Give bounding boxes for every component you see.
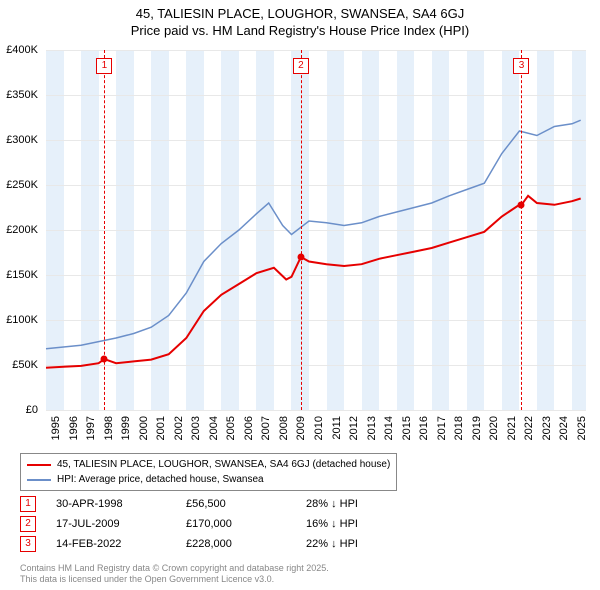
y-axis-tick: £100K bbox=[0, 314, 38, 326]
sale-marker-dot bbox=[297, 254, 304, 261]
x-axis-tick: 2004 bbox=[208, 416, 220, 440]
legend-row: HPI: Average price, detached house, Swan… bbox=[27, 472, 390, 487]
sale-marker-box: 2 bbox=[293, 58, 309, 74]
legend: 45, TALIESIN PLACE, LOUGHOR, SWANSEA, SA… bbox=[20, 453, 397, 491]
legend-swatch bbox=[27, 464, 51, 466]
x-axis-tick: 2011 bbox=[331, 416, 343, 440]
x-axis-tick: 2007 bbox=[260, 416, 272, 440]
x-axis-tick: 1996 bbox=[68, 416, 80, 440]
sale-marker-box: 1 bbox=[96, 58, 112, 74]
legend-swatch bbox=[27, 479, 51, 481]
plot-area: 123 £0£50K£100K£150K£200K£250K£300K£350K… bbox=[46, 50, 586, 410]
attribution-line-1: Contains HM Land Registry data © Crown c… bbox=[20, 563, 329, 575]
y-axis-tick: £300K bbox=[0, 134, 38, 146]
sales-table: 1 30-APR-1998 £56,500 28% ↓ HPI 2 17-JUL-2009… bbox=[20, 494, 406, 554]
x-axis-tick: 2015 bbox=[401, 416, 413, 440]
x-axis-tick: 2024 bbox=[558, 416, 570, 440]
y-axis-tick: £350K bbox=[0, 89, 38, 101]
y-axis-tick: £150K bbox=[0, 269, 38, 281]
x-axis-tick: 2000 bbox=[138, 416, 150, 440]
x-axis-tick: 2021 bbox=[506, 416, 518, 440]
x-axis-tick: 2012 bbox=[348, 416, 360, 440]
x-axis-tick: 2017 bbox=[436, 416, 448, 440]
x-axis-tick: 2003 bbox=[190, 416, 202, 440]
legend-row: 45, TALIESIN PLACE, LOUGHOR, SWANSEA, SA… bbox=[27, 457, 390, 472]
sales-price: £228,000 bbox=[186, 538, 286, 550]
sale-marker-dot bbox=[101, 356, 108, 363]
sale-marker-box: 3 bbox=[513, 58, 529, 74]
x-axis-tick: 2014 bbox=[383, 416, 395, 440]
sales-diff: 16% ↓ HPI bbox=[306, 518, 406, 530]
sales-price: £170,000 bbox=[186, 518, 286, 530]
sales-date: 30-APR-1998 bbox=[56, 498, 166, 510]
x-axis-tick: 2018 bbox=[453, 416, 465, 440]
x-axis-tick: 2013 bbox=[366, 416, 378, 440]
x-axis-tick: 2006 bbox=[243, 416, 255, 440]
x-axis-tick: 1999 bbox=[120, 416, 132, 440]
x-axis-tick: 2005 bbox=[225, 416, 237, 440]
x-axis-tick: 2008 bbox=[278, 416, 290, 440]
sales-marker: 3 bbox=[20, 536, 36, 552]
attribution: Contains HM Land Registry data © Crown c… bbox=[20, 563, 329, 586]
title-line-1: 45, TALIESIN PLACE, LOUGHOR, SWANSEA, SA… bbox=[0, 6, 600, 23]
x-axis-tick: 1998 bbox=[103, 416, 115, 440]
legend-label: 45, TALIESIN PLACE, LOUGHOR, SWANSEA, SA… bbox=[57, 457, 390, 472]
sales-marker: 2 bbox=[20, 516, 36, 532]
series-hpi bbox=[46, 120, 581, 349]
line-series bbox=[46, 50, 586, 410]
sales-date: 17-JUL-2009 bbox=[56, 518, 166, 530]
x-axis-tick: 2025 bbox=[576, 416, 588, 440]
x-axis-tick: 1997 bbox=[85, 416, 97, 440]
x-axis-tick: 2001 bbox=[155, 416, 167, 440]
title-line-2: Price paid vs. HM Land Registry's House … bbox=[0, 23, 600, 40]
x-axis-tick: 2023 bbox=[541, 416, 553, 440]
sales-diff: 28% ↓ HPI bbox=[306, 498, 406, 510]
x-axis-tick: 1995 bbox=[50, 416, 62, 440]
y-axis-tick: £0 bbox=[0, 404, 38, 416]
x-axis-tick: 2016 bbox=[418, 416, 430, 440]
legend-label: HPI: Average price, detached house, Swan… bbox=[57, 472, 264, 487]
x-axis-tick: 2020 bbox=[488, 416, 500, 440]
sales-marker: 1 bbox=[20, 496, 36, 512]
x-axis-tick: 2002 bbox=[173, 416, 185, 440]
x-axis-tick: 2022 bbox=[523, 416, 535, 440]
sales-price: £56,500 bbox=[186, 498, 286, 510]
x-axis-tick: 2009 bbox=[295, 416, 307, 440]
sales-row: 3 14-FEB-2022 £228,000 22% ↓ HPI bbox=[20, 534, 406, 554]
sales-diff: 22% ↓ HPI bbox=[306, 538, 406, 550]
attribution-line-2: This data is licensed under the Open Gov… bbox=[20, 574, 329, 586]
x-axis-tick: 2010 bbox=[313, 416, 325, 440]
sale-marker-line bbox=[301, 50, 302, 410]
chart-container: 45, TALIESIN PLACE, LOUGHOR, SWANSEA, SA… bbox=[0, 0, 600, 590]
y-axis-tick: £200K bbox=[0, 224, 38, 236]
sale-marker-dot bbox=[518, 201, 525, 208]
y-axis-tick: £50K bbox=[0, 359, 38, 371]
sales-date: 14-FEB-2022 bbox=[56, 538, 166, 550]
chart-title: 45, TALIESIN PLACE, LOUGHOR, SWANSEA, SA… bbox=[0, 0, 600, 40]
y-axis-tick: £400K bbox=[0, 44, 38, 56]
sales-row: 2 17-JUL-2009 £170,000 16% ↓ HPI bbox=[20, 514, 406, 534]
sale-marker-line bbox=[521, 50, 522, 410]
sales-row: 1 30-APR-1998 £56,500 28% ↓ HPI bbox=[20, 494, 406, 514]
y-axis-tick: £250K bbox=[0, 179, 38, 191]
x-axis-tick: 2019 bbox=[471, 416, 483, 440]
